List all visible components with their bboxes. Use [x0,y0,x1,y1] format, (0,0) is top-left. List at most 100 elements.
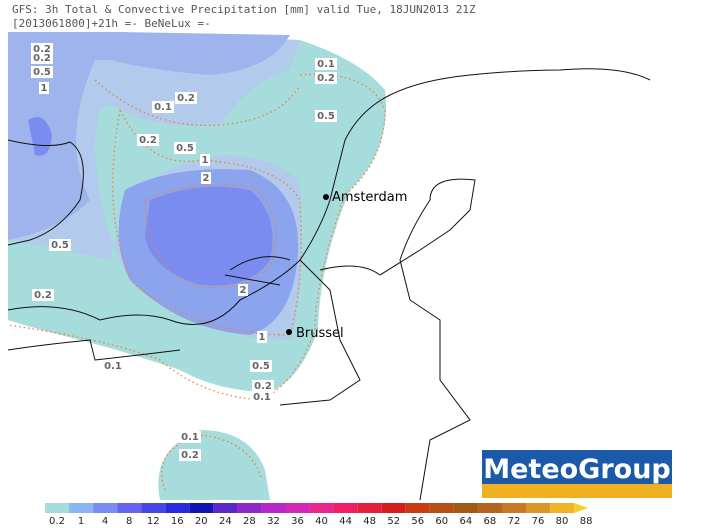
precip-2 [145,186,273,286]
legend-swatch [429,503,454,513]
contour-label-box [39,82,49,94]
legend-label: 56 [411,516,424,527]
contour-label: 1 [41,83,48,94]
contour-label: 0.2 [33,53,51,64]
legend-label: 16 [171,516,184,527]
contour-label-box [200,154,210,166]
legend-label: 76 [532,516,545,527]
legend-label: 88 [580,516,593,527]
legend-swatch [453,503,478,513]
contour [94,79,301,127]
contour-label: 0.5 [176,143,194,154]
legend-label: 72 [508,516,521,527]
contour-label-box [252,380,274,392]
precip-2-west [28,117,52,156]
city-marker [323,194,329,200]
contour-label: 0.1 [181,432,199,443]
contour-label: 2 [203,173,210,184]
contour-label-box [137,134,159,146]
legend-swatch [333,503,358,513]
contour-label: 0.5 [252,361,270,372]
legend-swatch [69,503,94,513]
legend-swatch [141,503,166,513]
precip-1-west [8,40,95,240]
legend-label: 60 [435,516,448,527]
header-title: GFS: 3h Total & Convective Precipitation… [12,3,476,16]
contour-label-box [179,449,201,461]
border [279,259,361,406]
logo-strip [482,484,672,498]
legend-label: 1 [78,516,84,527]
contour-label-box [250,360,272,372]
coastline [7,339,181,361]
legend-swatch [405,503,430,513]
legend-swatch [309,503,334,513]
contour-label-box [31,66,53,78]
contour-label-box [179,431,201,443]
contour-label-box [315,72,337,84]
legend-swatch [261,503,286,513]
contour-label: 0.1 [253,392,271,403]
coastline [7,139,84,246]
legend-swatch [501,503,526,513]
header-box [8,0,580,32]
logo-text: MeteoGroup [483,454,671,485]
contour-label-box [315,58,337,70]
contour-label: 0.2 [177,93,195,104]
contour-label: 0.1 [317,59,335,70]
contour-label: 0.2 [34,290,52,301]
city-label: Brussel [296,326,344,341]
contour-label-box [257,331,267,343]
city-label: Amsterdam [332,190,407,205]
contour [144,184,277,289]
legend-label: 4 [102,516,108,527]
legend-swatch [237,503,262,513]
legend-swatch [189,503,214,513]
contour-label-box [32,289,54,301]
contour-label-box [315,110,337,122]
precip-1-north [8,30,290,75]
contour-label-box [49,239,71,251]
contour-label: 0.5 [33,67,51,78]
legend-swatch [213,503,238,513]
contour-label: 0.5 [51,240,69,251]
legend-swatch [357,503,382,513]
legend-swatch [117,503,142,513]
legend-label: 68 [484,516,497,527]
legend-label: 52 [387,516,400,527]
legend-swatch [165,503,190,513]
legend-label: 36 [291,516,304,527]
legend-label: 24 [219,516,232,527]
contour-label-box [102,360,124,372]
contour-label: 1 [202,155,209,166]
contour-label: 0.1 [154,102,172,113]
legend-label: 44 [339,516,352,527]
contour-label: 0.2 [139,135,157,146]
contour-label-box [238,284,248,296]
legend-label: 28 [243,516,256,527]
contour-label: 0.2 [317,73,335,84]
legend-swatch [550,503,575,513]
legend-label: 12 [147,516,160,527]
contour-label: 0.1 [104,361,122,372]
legend-label: 20 [195,516,208,527]
legend-swatch [526,503,551,513]
legend-label: 80 [556,516,569,527]
legend-swatch [45,503,70,513]
border [319,178,476,501]
legend-label: 64 [459,516,472,527]
legend-label: 48 [363,516,376,527]
legend-label: 32 [267,516,280,527]
contour-label-box [201,172,211,184]
precip-0-2-south [158,430,270,500]
contour-label-box [251,391,273,403]
header-subtitle: [2013061800]+21h =- BeNeLux =- [12,17,211,30]
contour-label: 0.2 [33,44,51,55]
contour-label: 2 [240,285,247,296]
legend-arrow [574,503,589,513]
contour [112,109,302,336]
coastline [7,68,651,325]
contour-label-box [152,101,174,113]
